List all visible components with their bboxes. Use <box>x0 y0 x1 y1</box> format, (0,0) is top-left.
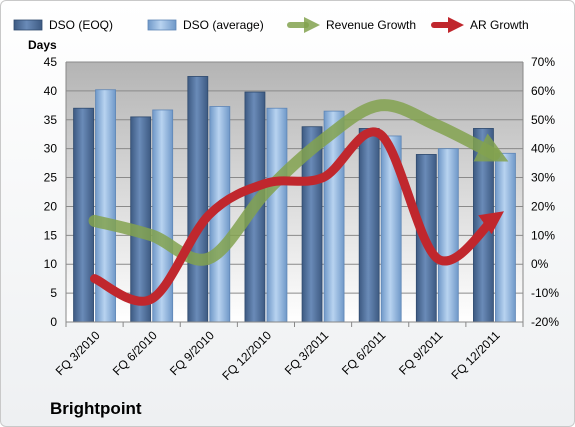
y-tick-label: 35 <box>44 113 58 127</box>
revenue-growth-line <box>88 99 509 266</box>
y-tick-label: 25 <box>44 171 58 185</box>
y-tick-label: 20 <box>44 199 58 213</box>
legend-label: DSO (average) <box>183 18 264 32</box>
y-tick-label: 30 <box>44 142 58 156</box>
y-tick-label: 15 <box>44 228 58 242</box>
x-tick-label: FQ 9/2010 <box>167 328 217 378</box>
y-tick-label: 45 <box>44 55 58 69</box>
y-axis-title: Days <box>28 38 57 52</box>
y2-tick-label: 20% <box>531 199 555 213</box>
y2-tick-label: 70% <box>531 55 555 69</box>
y-tick-label: 5 <box>50 286 57 300</box>
y2-tick-label: 40% <box>531 142 555 156</box>
y2-tick-label: 60% <box>531 84 555 98</box>
legend-label: AR Growth <box>470 18 529 32</box>
y2-tick-label: -20% <box>531 315 559 329</box>
ar-growth-line <box>90 127 504 306</box>
bar-dso-eoq <box>73 107 94 323</box>
y2-tick-label: 10% <box>531 228 555 242</box>
y2-tick-label: -10% <box>531 286 559 300</box>
legend-swatch <box>147 19 177 31</box>
legend-arrowhead <box>448 17 464 33</box>
bar-dso-average <box>495 152 516 323</box>
y-tick-label: 40 <box>44 84 58 98</box>
chart-title: Brightpoint <box>50 399 142 418</box>
legend-arrowhead <box>304 17 320 33</box>
x-tick-label: FQ 12/2010 <box>219 328 274 383</box>
bar-dso-average <box>437 148 459 323</box>
bar-dso-eoq <box>358 128 380 323</box>
bar-dso-eoq <box>187 76 209 323</box>
x-tick-label: FQ 3/2011 <box>282 328 332 378</box>
y2-tick-label: 30% <box>531 171 555 185</box>
x-tick-label: FQ 12/2011 <box>448 328 502 382</box>
x-tick-label: FQ 6/2011 <box>339 328 389 378</box>
legend-swatch <box>13 19 43 31</box>
x-tick-label: FQ 3/2010 <box>53 328 103 378</box>
legend-label: Revenue Growth <box>326 18 416 32</box>
x-tick-label: FQ 9/2011 <box>396 328 446 378</box>
y2-tick-label: 50% <box>531 113 555 127</box>
y-tick-label: 0 <box>50 315 57 329</box>
x-tick-label: FQ 6/2010 <box>110 328 160 378</box>
legend-label: DSO (EOQ) <box>49 18 113 32</box>
bar-dso-average <box>266 107 288 323</box>
y2-tick-label: 0% <box>531 257 549 271</box>
y-tick-label: 10 <box>44 257 58 271</box>
bar-dso-eoq <box>130 116 152 323</box>
